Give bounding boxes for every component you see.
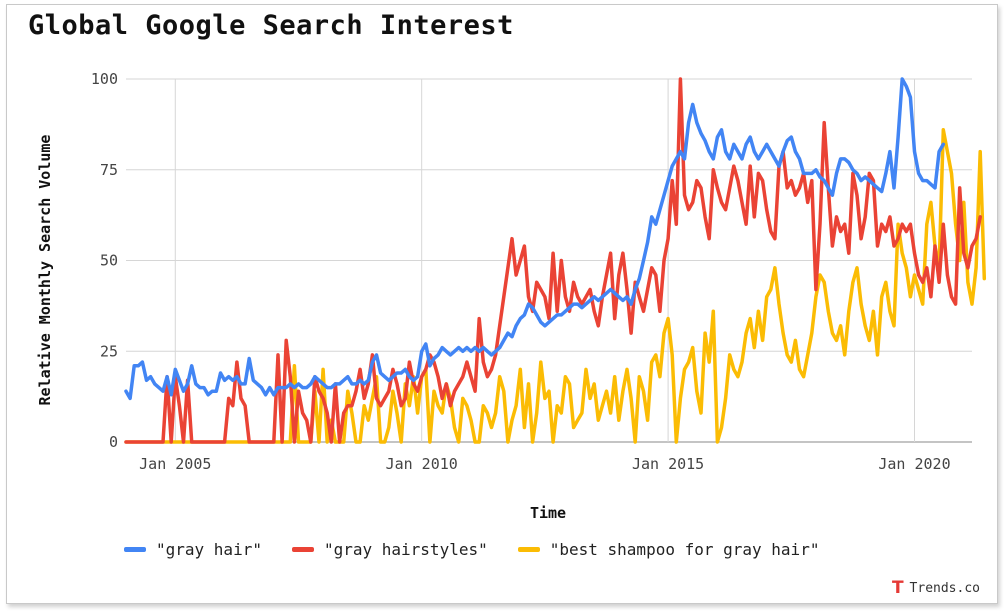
series-gray-hair-line (124, 77, 946, 401)
y-tick-label: 75 (100, 161, 118, 179)
y-tick-label: 25 (100, 342, 118, 360)
y-tick-label: 50 (100, 252, 118, 270)
x-axis-label: Time (530, 504, 566, 522)
legend-swatch-red (291, 547, 314, 552)
gridlines (126, 78, 972, 443)
legend-label: "gray hairstyles" (323, 540, 488, 559)
legend-label: "gray hair" (156, 540, 262, 559)
series-lines (124, 77, 987, 444)
legend-item-gray-hairstyles[interactable]: "gray hairstyles" (291, 540, 488, 559)
legend-item-best-shampoo[interactable]: "best shampoo for gray hair" (517, 540, 820, 559)
x-axis-ticks: Jan 2005 Jan 2010 Jan 2015 Jan 2020 (139, 455, 950, 473)
legend-swatch-yellow (517, 547, 540, 552)
x-tick-label: Jan 2005 (139, 455, 211, 473)
y-axis-label: Relative Monthly Search Volume (36, 135, 54, 406)
x-tick-label: Jan 2020 (878, 455, 950, 473)
legend-item-gray-hair[interactable]: "gray hair" (124, 540, 262, 559)
chart-title: Global Google Search Interest (28, 10, 514, 41)
legend: "gray hair" "gray hairstyles" "best sham… (124, 540, 819, 559)
brand-watermark: T Trends.co (892, 578, 980, 598)
x-tick-label: Jan 2010 (386, 455, 458, 473)
y-tick-label: 100 (91, 70, 118, 88)
legend-swatch-blue (124, 547, 146, 552)
y-axis-ticks: 0 25 50 75 100 (91, 70, 118, 451)
series-gray-hairstyles-line (124, 77, 982, 444)
x-tick-label: Jan 2015 (632, 455, 704, 473)
brand-name: Trends.co (909, 580, 980, 596)
legend-label: "best shampoo for gray hair" (549, 540, 820, 559)
trends-logo-icon: T (891, 578, 904, 598)
y-tick-label: 0 (109, 433, 118, 451)
